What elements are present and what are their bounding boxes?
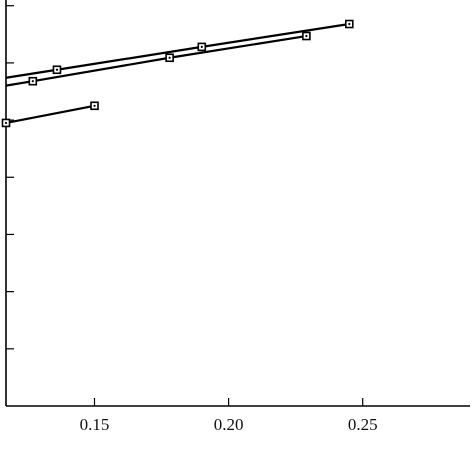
series-line — [5, 34, 307, 87]
series-layer — [1, 19, 354, 128]
data-point-center — [93, 104, 96, 107]
data-point-center — [31, 80, 34, 83]
series-line — [5, 104, 95, 125]
series-2 — [5, 31, 311, 87]
data-point-center — [305, 34, 308, 38]
x-tick-label: 0.25 — [348, 415, 378, 434]
x-tick-label: 0.20 — [214, 415, 244, 434]
x-tick-label: 0.15 — [80, 415, 110, 434]
data-point-center — [55, 68, 59, 71]
series-1 — [5, 19, 354, 79]
data-point-center — [200, 45, 203, 48]
data-point-center — [168, 56, 171, 59]
series-line — [5, 22, 350, 79]
chart-axes: 0.15 0.20 0.25 — [5, 0, 470, 434]
series-3 — [1, 101, 99, 128]
data-point-center — [348, 22, 351, 26]
data-point-center — [4, 121, 8, 125]
